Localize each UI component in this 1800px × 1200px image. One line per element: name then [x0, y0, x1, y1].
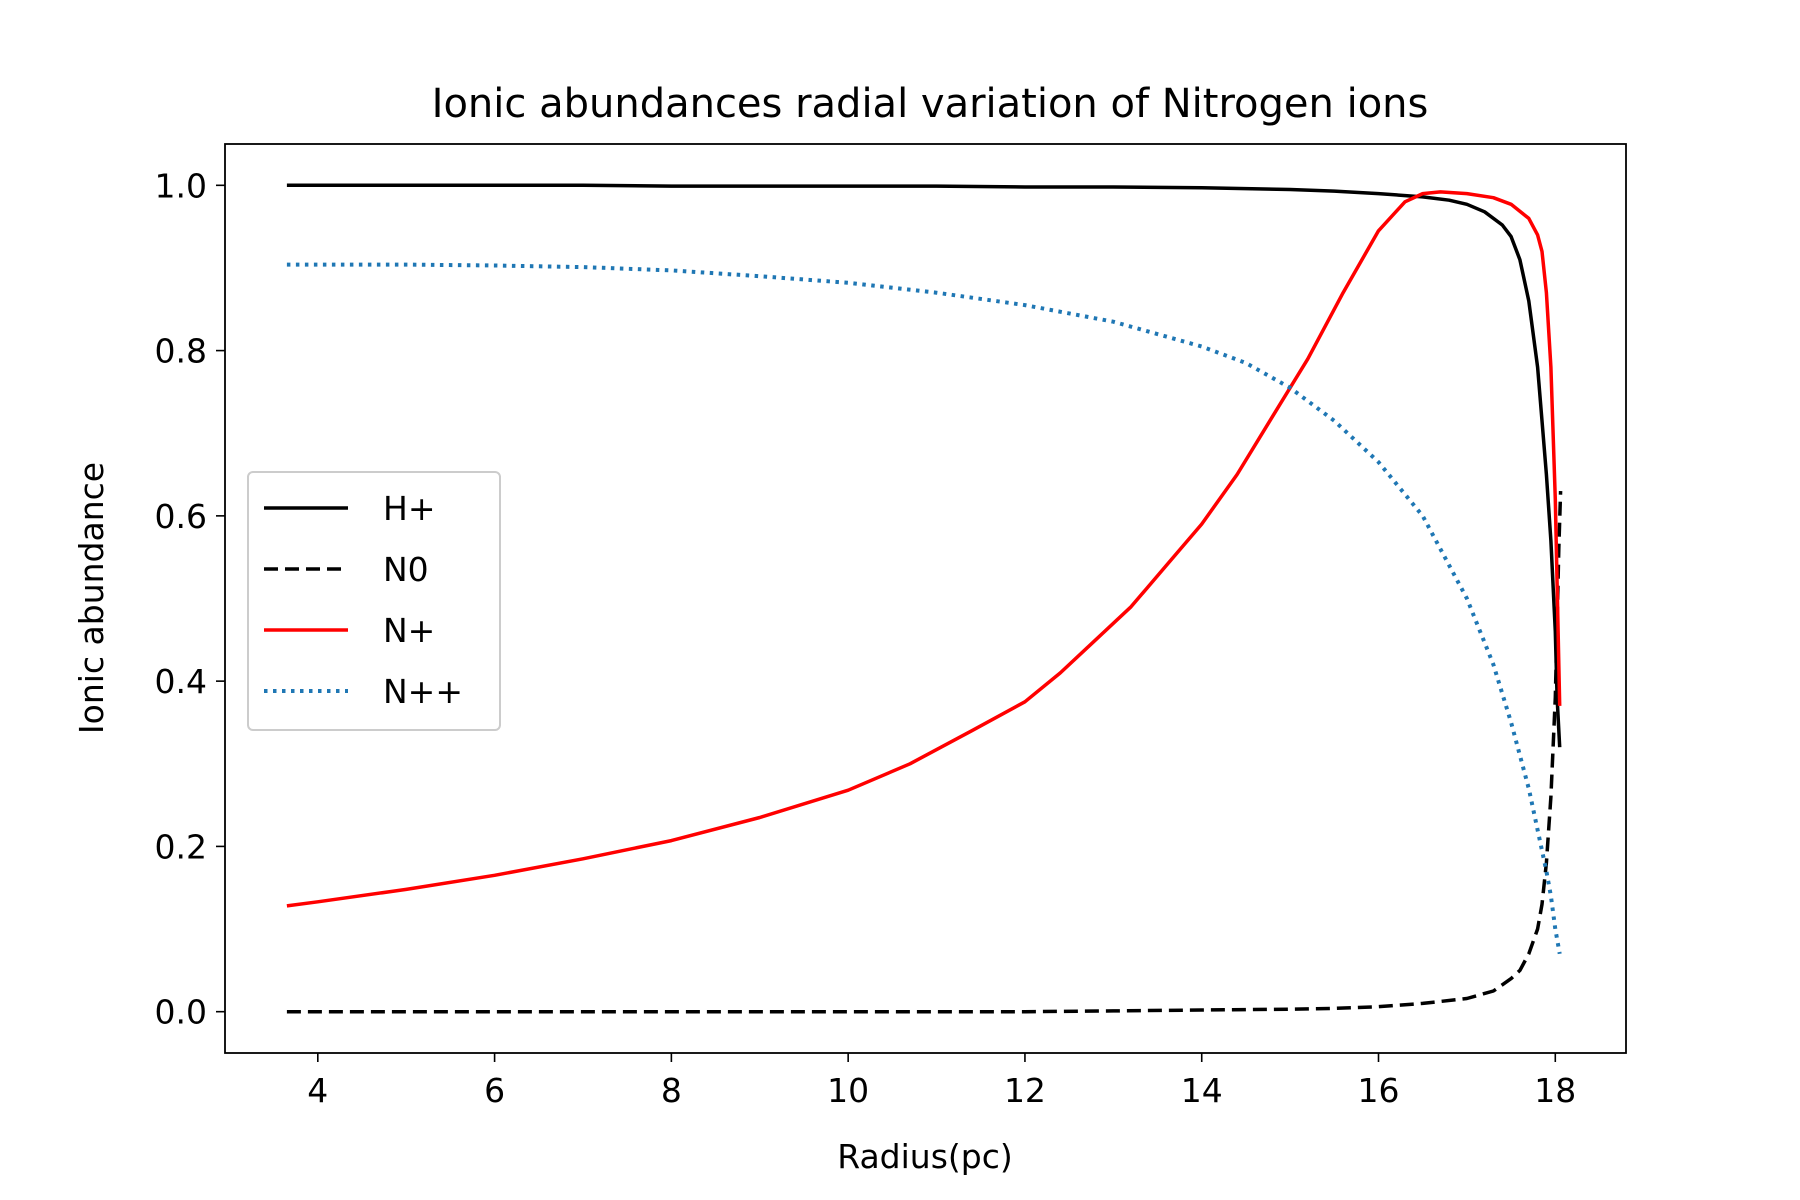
x-tick-label: 10	[827, 1071, 869, 1110]
y-tick-label: 0.8	[155, 332, 207, 371]
legend-item-nplusplus: N++	[264, 672, 463, 711]
legend-label: N++	[383, 672, 463, 711]
legend-item-n0: N0	[264, 550, 429, 589]
legend: H+ N0 N+ N++	[247, 471, 501, 731]
series-line-nplusplus	[286, 262, 1562, 955]
x-tick-label: 14	[1181, 1071, 1223, 1110]
legend-label: H+	[383, 489, 435, 528]
x-tick-label: 6	[484, 1071, 505, 1110]
x-tick-label: 18	[1534, 1071, 1576, 1110]
series-line-hplus	[286, 183, 1562, 748]
x-tick-label: 16	[1358, 1071, 1400, 1110]
plot-frame	[224, 143, 1627, 1054]
series-group	[286, 183, 1563, 1014]
x-tick-label: 8	[661, 1071, 682, 1110]
x-tick-label: 4	[307, 1071, 328, 1110]
x-axis: 4 6 8 10 12 14 16 18	[307, 1053, 1576, 1110]
x-axis-label: Radius(pc)	[837, 1137, 1013, 1176]
legend-box	[247, 471, 501, 731]
y-tick-label: 1.0	[155, 166, 207, 205]
y-axis: 0.0 0.2 0.4 0.6 0.8 1.0	[155, 166, 225, 1032]
y-tick-label: 0.4	[155, 662, 207, 701]
y-axis-label: Ionic abundance	[72, 462, 111, 734]
y-tick-label: 0.0	[155, 993, 207, 1032]
series-line-n0	[286, 491, 1563, 1014]
legend-item-nplus: N+	[264, 611, 435, 650]
legend-label: N0	[383, 550, 429, 589]
legend-item-hplus: H+	[264, 489, 435, 528]
y-tick-label: 0.2	[155, 827, 207, 866]
legend-label: N+	[383, 611, 435, 650]
y-tick-label: 0.6	[155, 497, 207, 536]
series-line-nplus	[286, 190, 1562, 908]
chart-title: Ionic abundances radial variation of Nit…	[432, 81, 1429, 127]
x-tick-label: 12	[1004, 1071, 1046, 1110]
